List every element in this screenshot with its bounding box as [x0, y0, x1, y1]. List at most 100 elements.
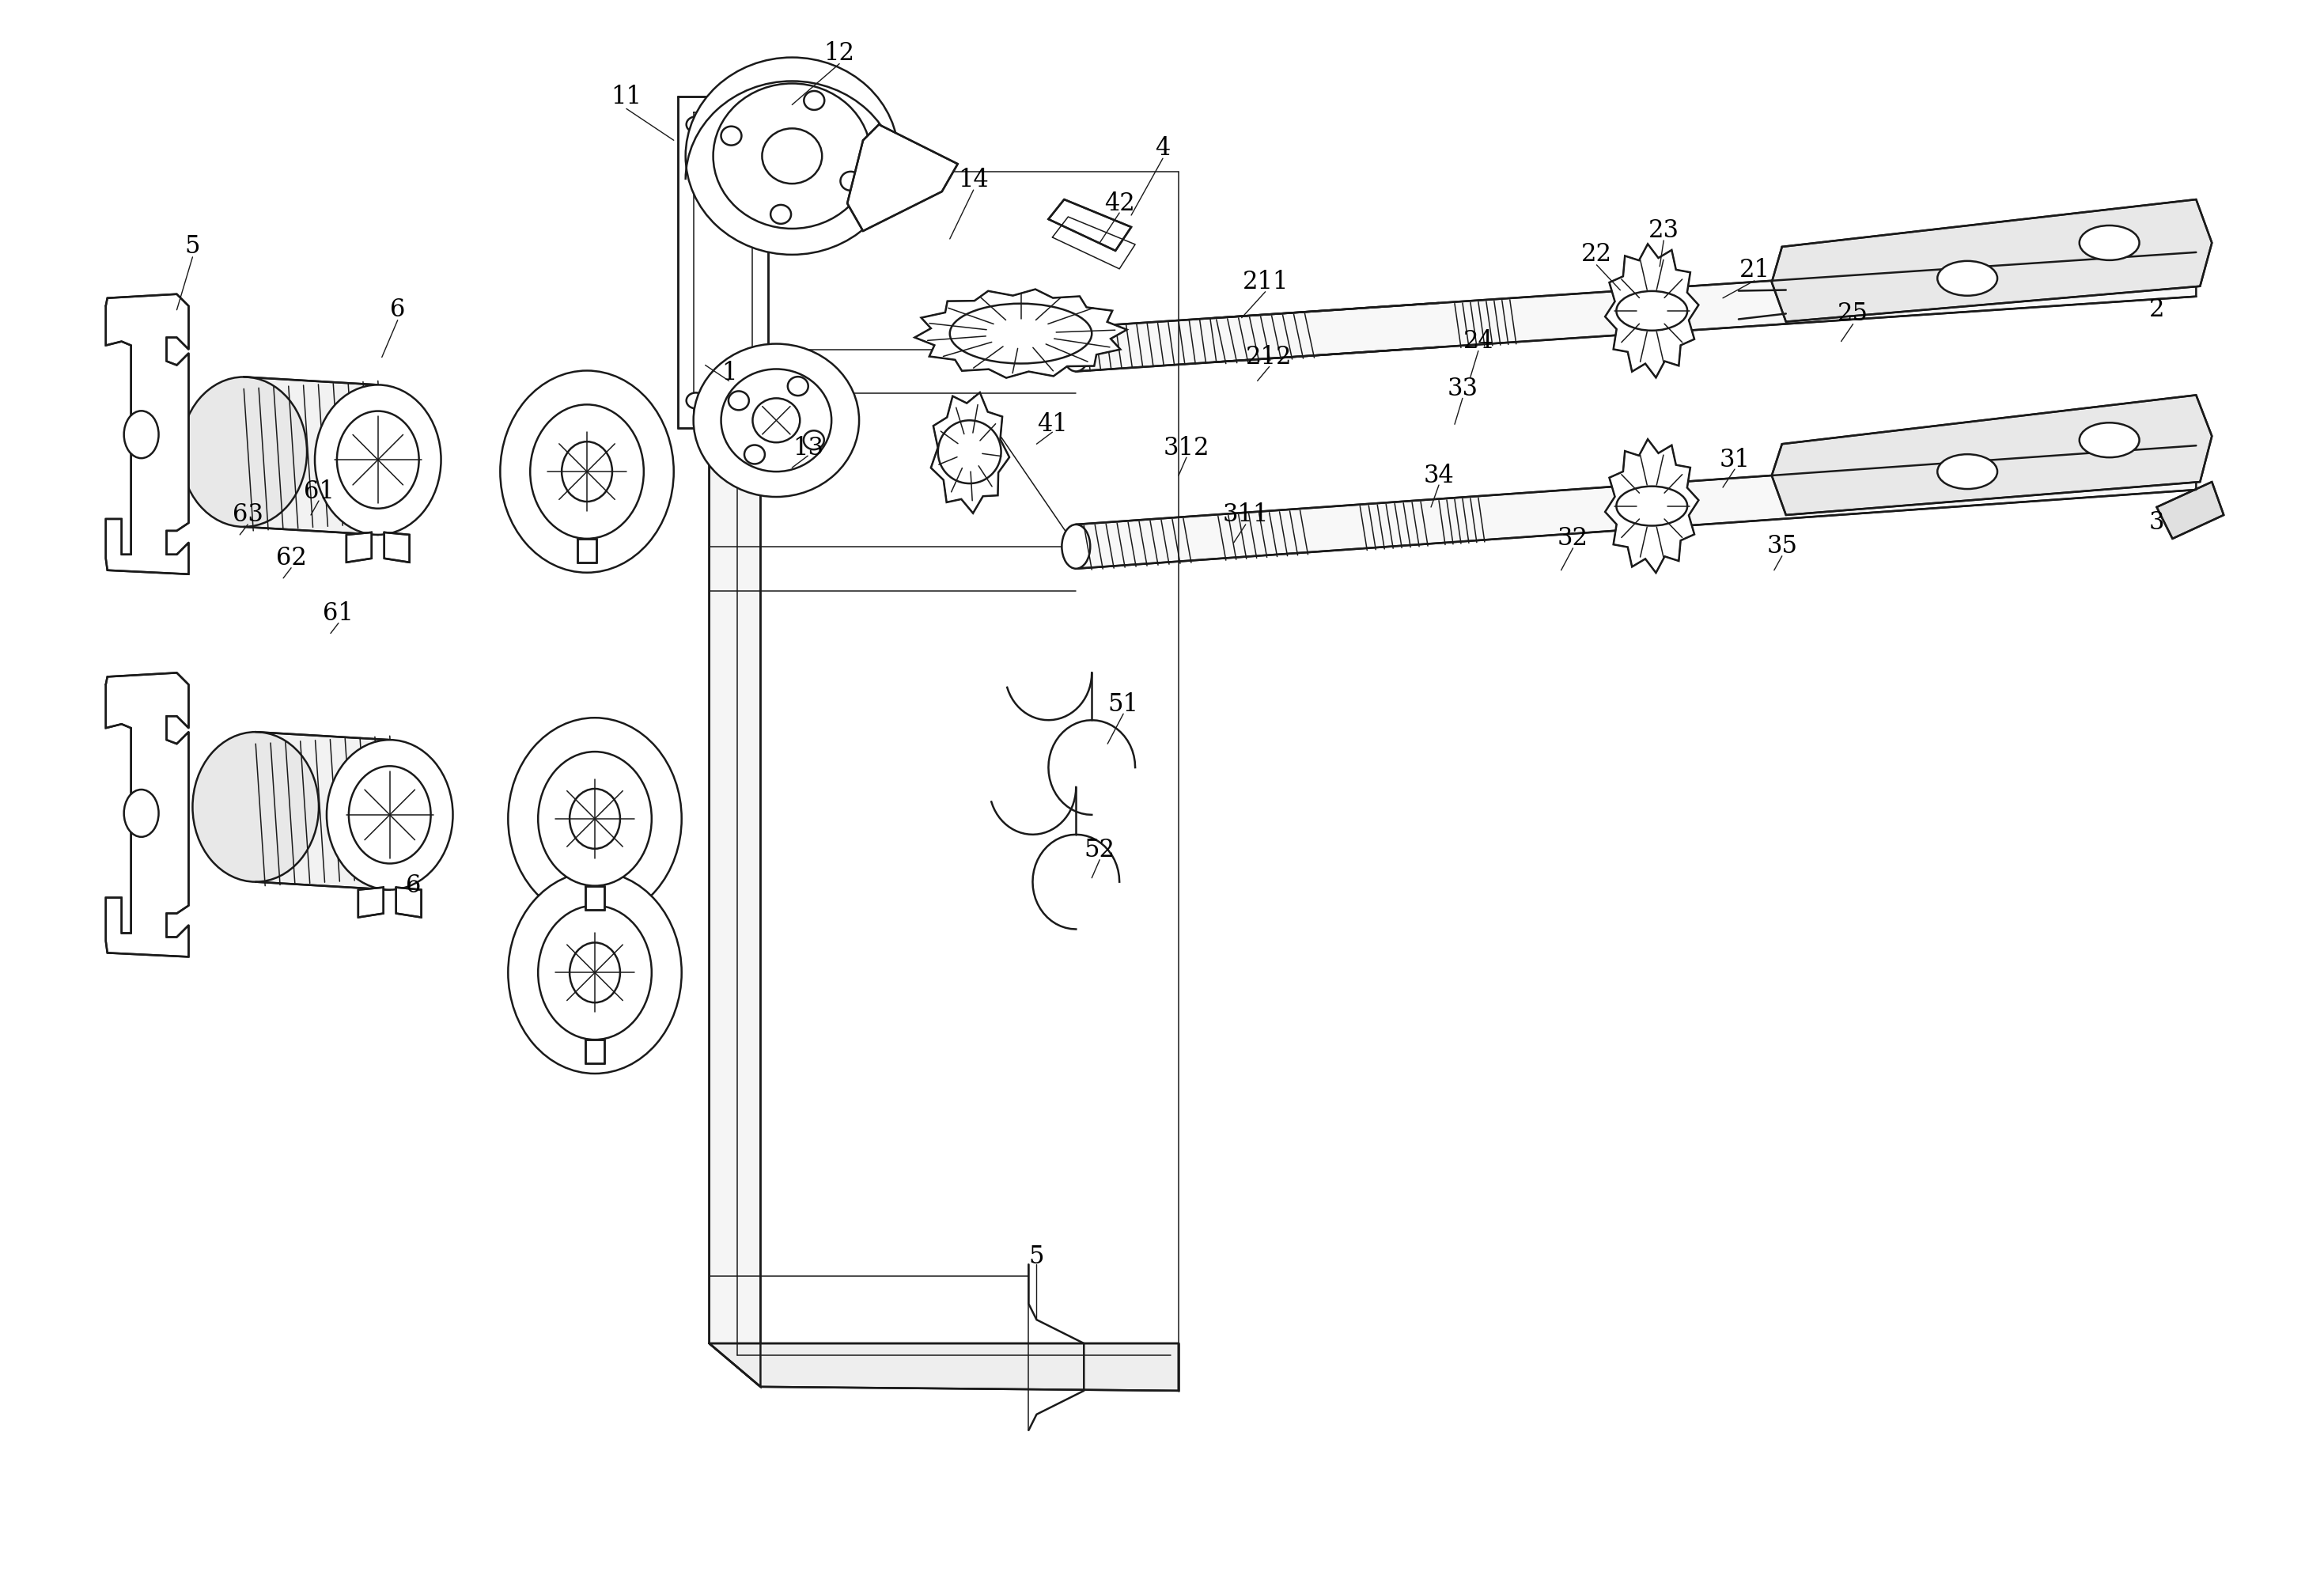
Text: 14: 14 [957, 168, 988, 192]
Text: 21: 21 [1738, 258, 1771, 283]
Ellipse shape [509, 718, 681, 920]
Text: 42: 42 [1104, 192, 1134, 215]
Polygon shape [256, 733, 390, 890]
Text: 3: 3 [2150, 511, 2164, 534]
Ellipse shape [1938, 454, 1996, 489]
Ellipse shape [762, 129, 823, 184]
Polygon shape [2157, 483, 2224, 539]
Ellipse shape [772, 204, 790, 223]
Ellipse shape [539, 905, 651, 1039]
Text: 6: 6 [390, 297, 404, 322]
Polygon shape [244, 377, 379, 534]
Ellipse shape [1618, 291, 1687, 330]
Ellipse shape [349, 766, 430, 863]
Text: 11: 11 [611, 85, 641, 108]
Ellipse shape [337, 410, 418, 508]
Text: 212: 212 [1246, 344, 1292, 369]
Text: 23: 23 [1648, 219, 1680, 244]
Ellipse shape [181, 377, 307, 527]
Polygon shape [395, 887, 421, 918]
Text: 22: 22 [1580, 242, 1613, 267]
Ellipse shape [1618, 486, 1687, 525]
Ellipse shape [713, 83, 872, 228]
Ellipse shape [123, 410, 158, 457]
Ellipse shape [530, 404, 644, 539]
Ellipse shape [193, 733, 318, 882]
Polygon shape [1771, 200, 2212, 322]
Polygon shape [1048, 200, 1132, 250]
Text: 1: 1 [720, 360, 737, 385]
Text: 12: 12 [825, 41, 855, 66]
Polygon shape [107, 673, 188, 957]
Polygon shape [346, 533, 372, 563]
Polygon shape [1076, 445, 2196, 569]
Text: 51: 51 [1109, 692, 1139, 717]
Ellipse shape [1938, 261, 1996, 296]
Text: 61: 61 [323, 602, 353, 626]
Text: 13: 13 [792, 435, 823, 461]
Text: 63: 63 [232, 503, 263, 527]
Polygon shape [1771, 395, 2212, 516]
Ellipse shape [741, 393, 760, 409]
Text: 5: 5 [186, 234, 200, 259]
Ellipse shape [509, 871, 681, 1074]
Ellipse shape [693, 344, 860, 497]
Ellipse shape [123, 789, 158, 836]
Polygon shape [709, 129, 760, 1387]
Polygon shape [586, 885, 604, 910]
Polygon shape [848, 124, 957, 231]
Polygon shape [383, 533, 409, 563]
Ellipse shape [2080, 423, 2140, 457]
Ellipse shape [1062, 327, 1090, 371]
Ellipse shape [804, 91, 825, 110]
Text: 61: 61 [304, 479, 335, 503]
Ellipse shape [328, 740, 453, 890]
Ellipse shape [720, 369, 832, 472]
Text: 5: 5 [1030, 1245, 1043, 1269]
Text: 31: 31 [1720, 448, 1750, 472]
Text: 32: 32 [1557, 527, 1587, 550]
Ellipse shape [727, 391, 748, 410]
Polygon shape [358, 887, 383, 918]
Ellipse shape [686, 393, 704, 409]
Ellipse shape [314, 385, 442, 534]
Ellipse shape [804, 431, 825, 450]
Polygon shape [1076, 252, 2196, 371]
Text: 24: 24 [1464, 329, 1494, 354]
Polygon shape [916, 289, 1127, 377]
Ellipse shape [841, 171, 860, 190]
Polygon shape [932, 393, 1009, 512]
Text: 41: 41 [1037, 412, 1067, 437]
Polygon shape [576, 539, 597, 563]
Text: 35: 35 [1766, 534, 1796, 558]
Text: 34: 34 [1425, 464, 1455, 487]
Text: 25: 25 [1838, 302, 1868, 325]
Ellipse shape [686, 116, 704, 132]
Text: 6: 6 [407, 874, 421, 898]
Text: 4: 4 [1155, 135, 1171, 160]
Ellipse shape [753, 398, 799, 442]
Polygon shape [679, 97, 769, 428]
Polygon shape [709, 1344, 1178, 1391]
Ellipse shape [744, 445, 765, 464]
Ellipse shape [788, 377, 809, 396]
Ellipse shape [951, 303, 1092, 363]
Polygon shape [107, 294, 188, 574]
Text: 312: 312 [1164, 435, 1208, 461]
Polygon shape [1606, 244, 1699, 377]
Ellipse shape [569, 789, 621, 849]
Ellipse shape [2080, 225, 2140, 261]
Text: 62: 62 [277, 545, 307, 571]
Ellipse shape [539, 751, 651, 885]
Text: 311: 311 [1222, 503, 1269, 527]
Ellipse shape [720, 126, 741, 145]
Polygon shape [586, 1039, 604, 1063]
Ellipse shape [500, 371, 674, 572]
Ellipse shape [741, 116, 760, 132]
Ellipse shape [569, 943, 621, 1003]
Text: 52: 52 [1085, 838, 1116, 863]
Polygon shape [1606, 439, 1699, 572]
Ellipse shape [686, 58, 899, 255]
Text: 2: 2 [2150, 297, 2164, 322]
Ellipse shape [1062, 525, 1090, 569]
